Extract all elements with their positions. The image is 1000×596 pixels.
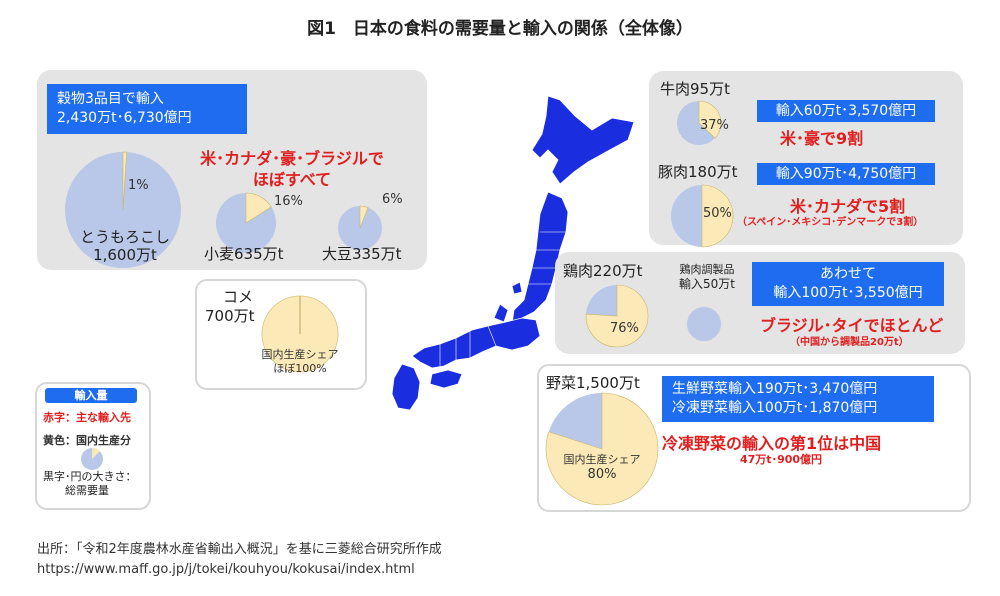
chicken-import-box: あわせて 輸入100万t･3,550億円 (752, 262, 944, 306)
rice-total: 700万t (205, 307, 255, 325)
pie-chicken-processed-import-slice (687, 307, 721, 341)
legend-yellow: 黄色：国内生産分 (43, 434, 131, 447)
legend-title: 輸入量 (45, 388, 137, 403)
pie-chicken (585, 284, 649, 348)
chicken-import-line2: 輸入100万t･3,550億円 (773, 285, 923, 301)
veg-import-line2: 冷凍野菜輸入100万t･1,870億円 (672, 400, 878, 416)
prefecture-borders (439, 231, 566, 366)
pork-label: 豚肉180万t (658, 163, 738, 181)
pie-chicken-pct-label: 76% (610, 321, 639, 336)
pie-corn-total: 1,600万t (93, 246, 157, 264)
pie-wheat-label: 小麦635万t (204, 243, 284, 264)
page-title: 図1 日本の食料の需要量と輸入の関係（全体像） (307, 19, 693, 39)
pie-soy-total: 335万t (352, 245, 402, 263)
legend-pie (81, 447, 103, 470)
grains-import-line2: 2,430万t･6,730億円 (57, 110, 192, 126)
legend-red: 赤字：主な輸入先 (43, 411, 131, 424)
pork-import-box: 輸入90万t･4,750億円 (757, 163, 935, 185)
grains-sources: 米･カナダ･豪･ブラジルで ほぼすべて (182, 148, 402, 190)
chicken-import-line1: あわせて (820, 266, 876, 282)
rice-label: コメ 700万t (205, 288, 255, 326)
rice-name: コメ (223, 288, 254, 306)
pork-sources: 米･カナダで5割 (790, 197, 906, 216)
veg-import-box: 生鮮野菜輸入190万t･3,470億円 冷凍野菜輸入100万t･1,870億円 (662, 376, 934, 422)
grains-sources-line2: ほぼすべて (252, 170, 332, 189)
veg-label: 野菜1,500万t (546, 374, 640, 392)
chicken-processed-line1: 鶏肉調製品 (679, 263, 735, 276)
pie-wheat-name: 小麦 (204, 245, 235, 263)
pie-wheat (216, 192, 276, 253)
veg-note: 国内生産シェア 80% (552, 452, 652, 482)
beef-import-box: 輸入60万t･3,570億円 (757, 100, 935, 122)
legend-black: 黒字･円の大きさ： 総需要量 (43, 470, 137, 498)
pie-wheat-pct-label: 16% (274, 194, 303, 209)
legend-black-line1: 黒字･円の大きさ： (43, 470, 137, 483)
pie-corn-domestic-slice (122, 151, 127, 211)
pie-wheat-domestic-slice (245, 192, 272, 224)
veg-sources-sub: 47万t･900億円 (740, 453, 823, 466)
chicken-processed-label: 鶏肉調製品 輸入50万t (668, 262, 746, 292)
chicken-sources: ブラジル･タイでほとんど (760, 316, 944, 335)
pie-beef (677, 100, 722, 145)
pie-chicken-processed (687, 307, 721, 341)
legend-black-line2: 総需要量 (65, 484, 109, 497)
legend-panel (35, 382, 151, 510)
footer-source: 出所：「令和2年度農林水産省輸出入概況」を基に三菱総合研究所作成 (37, 542, 442, 557)
pie-pork-pct-label: 50% (703, 206, 732, 221)
pie-soy-domestic-slice (359, 205, 369, 229)
japan-map-shape (391, 95, 635, 411)
pie-corn-pct-label: 1% (128, 178, 149, 193)
pie-beef-pct-label: 37% (700, 118, 729, 133)
pie-veg (545, 392, 659, 506)
chicken-processed-line2: 輸入50万t (679, 277, 735, 291)
rice-note: 国内生産シェア ほぼ100% (250, 348, 350, 376)
footer-url[interactable]: https://www.maff.go.jp/j/tokei/kouhyou/k… (37, 562, 415, 577)
beef-sources: 米･豪で9割 (780, 129, 864, 148)
veg-note-line1: 国内生産シェア (563, 453, 641, 466)
pie-chicken-domestic-slice (585, 284, 649, 348)
pie-soy-name: 大豆 (322, 245, 353, 263)
pork-sources-sub: （スペイン･メキシコ･デンマークで3割） (737, 217, 924, 228)
grains-import-box: 穀物3品目で輸入 2,430万t･6,730億円 (47, 84, 247, 134)
pie-corn-label: とうもろこし 1,600万t (70, 228, 180, 264)
pie-rice (261, 295, 339, 373)
pie-beef-domestic-slice (698, 100, 722, 139)
chicken-sources-sub: （中国から調製品20万t） (790, 337, 909, 348)
pie-soy-pct-label: 6% (382, 192, 403, 207)
chicken-label: 鶏肉220万t (563, 262, 643, 280)
pie-soy (338, 205, 382, 250)
rice-note-line1: 国内生産シェア (261, 348, 339, 361)
pie-corn (65, 151, 181, 268)
beef-label: 牛肉95万t (660, 80, 730, 98)
pie-soy-label: 大豆335万t (322, 243, 402, 264)
grains-import-line1: 穀物3品目で輸入 (57, 91, 164, 107)
pie-pork (671, 184, 734, 248)
pie-corn-name: とうもろこし (79, 228, 170, 246)
pie-wheat-total: 635万t (234, 245, 284, 263)
pie-veg-domestic-slice (545, 392, 659, 506)
grains-sources-line1: 米･カナダ･豪･ブラジルで (200, 149, 384, 168)
rice-note-line2: ほぼ100% (273, 362, 327, 375)
pie-pork-domestic-slice (701, 184, 734, 248)
veg-sources: 冷凍野菜の輸入の第1位は中国 (662, 434, 882, 453)
veg-note-line2: 80% (587, 467, 617, 482)
veg-import-line1: 生鮮野菜輸入190万t･3,470億円 (672, 381, 878, 397)
